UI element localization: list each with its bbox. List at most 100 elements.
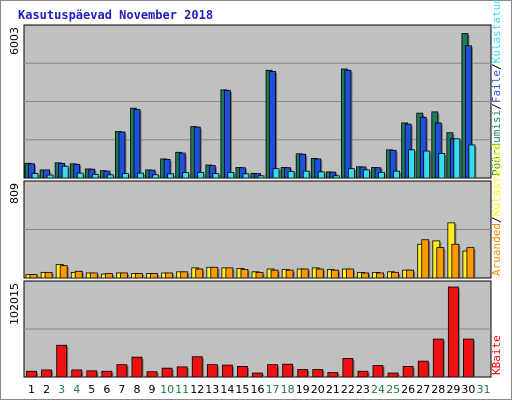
- x-tick-label: 11: [175, 383, 189, 396]
- legend-item: Külastajaid: [490, 144, 503, 217]
- x-tick-label: 8: [133, 383, 140, 396]
- bar-KBaite-day-8: [131, 356, 143, 378]
- bar-KBaite-day-21: [327, 372, 339, 378]
- bar-Faile-day-30: [465, 45, 472, 179]
- bar-Faile-day-15: [239, 167, 246, 179]
- bar-Faile-day-28: [434, 122, 442, 179]
- legend-item: Aruanded: [490, 223, 503, 276]
- bar-KBaite-day-19: [297, 369, 309, 378]
- bar-KBaite-day-1: [26, 370, 37, 378]
- bar-Külastatud lehti-day-7: [122, 173, 129, 179]
- x-tick-label: 14: [220, 383, 234, 396]
- y-max-label: 809: [8, 183, 21, 204]
- bar-Faile-day-8: [133, 109, 141, 179]
- bar-Külastatud lehti-day-26: [408, 149, 416, 179]
- x-tick-label: 16: [251, 383, 265, 396]
- bar-Faile-day-19: [299, 153, 307, 179]
- bar-Faile-day-27: [419, 116, 427, 179]
- bar-Aruanded-day-10: [165, 272, 174, 279]
- legend-separator: /: [490, 103, 503, 110]
- x-tick-label: 18: [281, 383, 295, 396]
- bar-KBaite-day-28: [432, 338, 444, 378]
- bar-KBaite-day-27: [417, 360, 429, 378]
- bar-Aruanded-day-28: [436, 247, 445, 279]
- bar-Aruanded-day-29: [451, 243, 460, 279]
- bar-Külastatud lehti-day-30: [468, 144, 476, 179]
- bar-Külastatud lehti-day-6: [106, 174, 114, 179]
- bar-KBaite-day-4: [71, 369, 83, 378]
- x-tick-label: 4: [73, 383, 80, 396]
- bar-Külastatud lehti-day-12: [197, 171, 205, 179]
- bar-KBaite-day-23: [357, 370, 369, 378]
- legend-middle: Aruanded/Külastajaid: [490, 144, 503, 276]
- bar-Faile-day-4: [73, 163, 81, 179]
- bar-KBaite-day-7: [116, 364, 128, 378]
- bar-Aruanded-day-30: [466, 247, 475, 279]
- bar-Aruanded-day-18: [285, 269, 294, 279]
- x-tick-label: 15: [235, 383, 249, 396]
- bar-Faile-day-20: [314, 158, 322, 179]
- x-tick-label: 22: [341, 383, 355, 396]
- panel-middle: 809 Aruanded/Külastajaid: [8, 144, 503, 279]
- bar-Külastatud lehti-day-25: [393, 170, 400, 179]
- bar-Aruanded-day-20: [315, 268, 324, 279]
- bar-Aruanded-day-19: [300, 268, 309, 279]
- bar-Külastatud lehti-day-1: [31, 173, 39, 179]
- x-tick-label: 7: [118, 383, 125, 396]
- x-tick-label: 24: [371, 383, 385, 396]
- bar-Faile-day-22: [344, 69, 352, 179]
- bar-Aruanded-day-1: [29, 274, 38, 279]
- bar-Külastatud lehti-day-23: [363, 169, 370, 179]
- bar-Külastatud lehti-day-8: [137, 172, 144, 179]
- bar-Aruanded-day-24: [376, 272, 384, 279]
- bar-Aruanded-day-25: [391, 271, 399, 279]
- x-tick-label: 13: [205, 383, 219, 396]
- bar-Külastatud lehti-day-21: [332, 175, 340, 179]
- bar-Aruanded-day-4: [74, 270, 83, 279]
- bar-Aruanded-day-22: [345, 268, 354, 279]
- legend-item: Pöördumisi: [490, 110, 503, 176]
- bar-Aruanded-day-12: [195, 268, 204, 279]
- bar-Faile-day-10: [163, 158, 171, 179]
- bar-Aruanded-day-23: [361, 272, 369, 279]
- bar-Külastatud lehti-day-13: [212, 173, 220, 179]
- bar-Külastatud lehti-day-16: [257, 175, 265, 179]
- bar-Aruanded-day-7: [120, 272, 128, 279]
- chart-title: Kasutuspäevad November 2018: [18, 8, 213, 22]
- bar-Faile-day-12: [193, 126, 201, 179]
- bar-Aruanded-day-27: [421, 239, 430, 279]
- bar-Aruanded-day-26: [406, 269, 415, 279]
- x-tick-label: 3: [58, 383, 65, 396]
- bar-KBaite-day-16: [252, 372, 263, 378]
- legend-separator: /: [490, 216, 503, 223]
- bar-Faile-day-9: [148, 169, 156, 179]
- bar-Külastatud lehti-day-22: [347, 168, 355, 179]
- legend-separator: /: [490, 63, 503, 70]
- x-tick-label: 21: [326, 383, 340, 396]
- x-tick-label: 10: [160, 383, 174, 396]
- legend-top: Pöördumisi/Faile/Külastatud lehti: [490, 0, 503, 176]
- y-max-label: 6003: [8, 27, 21, 55]
- bar-Külastatud lehti-day-4: [76, 172, 84, 179]
- bar-Külastatud lehti-day-2: [46, 174, 54, 179]
- bar-Faile-day-14: [223, 89, 231, 179]
- legend-item: Külastatud lehti: [490, 0, 503, 63]
- bar-Külastatud lehti-day-24: [378, 171, 385, 179]
- bar-KBaite-day-3: [56, 344, 68, 378]
- x-tick-label: 2: [43, 383, 50, 396]
- bar-Külastatud lehti-day-28: [438, 153, 446, 179]
- bar-Aruanded-day-8: [135, 273, 143, 279]
- bar-Külastatud lehti-day-3: [61, 165, 69, 179]
- x-tick-label: 20: [311, 383, 325, 396]
- bar-KBaite-day-13: [206, 364, 218, 378]
- x-tick-label: 1: [28, 383, 35, 396]
- bar-KBaite-day-29: [447, 286, 459, 378]
- bar-KBaite-day-17: [267, 364, 278, 378]
- x-tick-label: 19: [296, 383, 310, 396]
- bar-Faile-day-2: [43, 169, 50, 179]
- bar-Aruanded-day-5: [89, 272, 98, 279]
- bar-Külastatud lehti-day-14: [227, 171, 235, 179]
- bar-KBaite-day-24: [372, 365, 384, 378]
- x-tick-label: 27: [416, 383, 430, 396]
- x-tick-label: 30: [461, 383, 475, 396]
